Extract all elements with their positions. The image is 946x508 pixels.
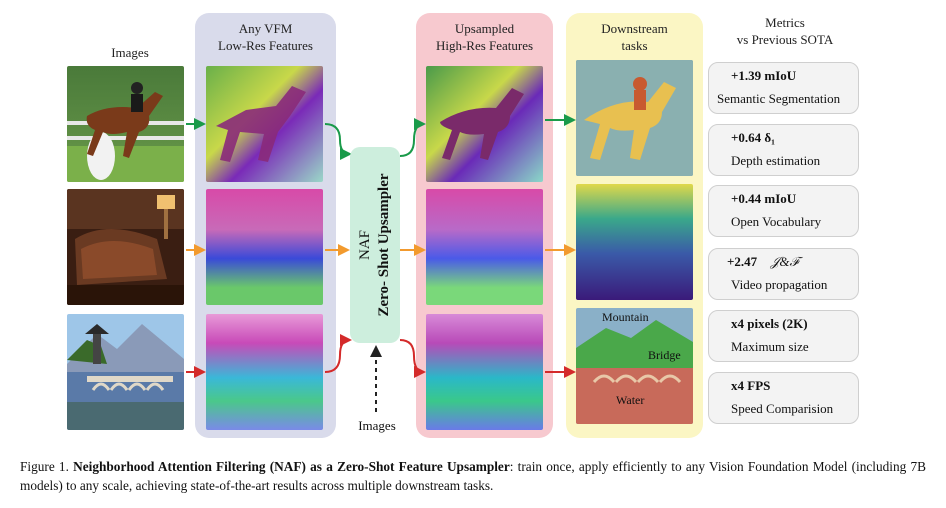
upsampled-header-line1: Upsampled xyxy=(454,21,515,36)
highres-feature-bridge xyxy=(426,314,543,430)
metric-value: +0.64 δ₁ xyxy=(731,130,776,145)
metric-depth-estimation: +0.64 δ₁ Depth estimation xyxy=(708,124,859,176)
caption-rest: : train once, apply efficiently to any V… xyxy=(20,459,927,493)
arrow-upsampler-row3 xyxy=(399,339,426,378)
vfm-header-line2: Low-Res Features xyxy=(218,38,313,53)
downstream-header: Downstream tasks xyxy=(566,20,703,54)
lowres-feature-horse xyxy=(206,66,323,182)
metrics-header-line1: Metrics xyxy=(765,15,805,30)
lowres-feature-bridge xyxy=(206,314,323,430)
metric-desc: Video propagation xyxy=(731,277,828,292)
metric-value: x4 pixels (2K) xyxy=(731,316,808,331)
downstream-header-line1: Downstream xyxy=(601,21,668,36)
arrow-row3-to-upsampler xyxy=(324,334,352,373)
metrics-header: Metrics vs Previous SOTA xyxy=(715,14,855,48)
metric-maximum-size: x4 pixels (2K) Maximum size xyxy=(708,310,859,362)
figure-caption: Figure 1. Neighborhood Attention Filteri… xyxy=(20,457,926,495)
metric-desc: Open Vocabulary xyxy=(731,214,822,229)
metric-desc: Speed Comparision xyxy=(731,401,834,416)
label-water: Water xyxy=(616,393,645,407)
naf-upsampler-box: NAF Zero- Shot Upsampler xyxy=(350,147,400,343)
upsampled-header-line2: High-Res Features xyxy=(435,38,534,53)
metric-value: +0.44 mIoU xyxy=(731,191,797,206)
metric-speed-comparison: x4 FPS Speed Comparision xyxy=(708,372,859,424)
naf-upsampler-text: NAF Zero- Shot Upsampler xyxy=(356,173,394,316)
bridge-photo xyxy=(67,314,184,430)
metric-desc: Maximum size xyxy=(731,339,809,354)
metric-value: +1.39 mIoU xyxy=(731,68,797,83)
caption-bold: Neighborhood Attention Filtering (NAF) a… xyxy=(73,459,510,474)
metric-semantic-segmentation: +1.39 mIoU Semantic Segmentation xyxy=(708,62,859,114)
images-header: Images xyxy=(111,45,149,60)
horse-photo xyxy=(67,66,184,182)
metric-value-number: +2.47 xyxy=(727,254,758,269)
label-mountain: Mountain xyxy=(602,310,649,324)
segmentation-output-horse xyxy=(576,60,693,176)
caption-prefix: Figure 1. xyxy=(20,459,69,474)
label-bridge: Bridge xyxy=(648,348,681,362)
metric-value-jf: 𝒥&ℱ xyxy=(770,254,800,269)
arrow-row1-to-upsampler xyxy=(324,123,352,160)
metrics-header-line2: vs Previous SOTA xyxy=(736,32,834,47)
metric-desc: Depth estimation xyxy=(731,153,821,168)
highres-feature-room xyxy=(426,189,543,305)
depth-output-room xyxy=(576,184,693,300)
downstream-header-line2: tasks xyxy=(621,38,648,53)
arrow-upsampler-row1 xyxy=(399,118,426,157)
highres-feature-horse xyxy=(426,66,543,182)
zero-shot-label: Zero- Shot Upsampler xyxy=(376,173,392,317)
openvocab-output-bridge: Mountain Bridge Water xyxy=(576,308,693,424)
livingroom-photo xyxy=(67,189,184,305)
upsampler-images-label: Images xyxy=(358,418,396,433)
metric-open-vocabulary: +0.44 mIoU Open Vocabulary xyxy=(708,185,859,237)
metric-value: x4 FPS xyxy=(731,378,771,393)
metric-desc: Semantic Segmentation xyxy=(717,91,841,106)
upsampled-header: Upsampled High-Res Features xyxy=(416,20,553,54)
metric-video-propagation: +2.47 𝒥&ℱ Video propagation xyxy=(708,248,859,300)
metric-value: +2.47 𝒥&ℱ xyxy=(727,254,799,270)
vfm-header-line1: Any VFM xyxy=(238,21,293,36)
lowres-feature-room xyxy=(206,189,323,305)
vfm-header: Any VFM Low-Res Features xyxy=(195,20,336,54)
naf-label: NAF xyxy=(357,230,373,261)
